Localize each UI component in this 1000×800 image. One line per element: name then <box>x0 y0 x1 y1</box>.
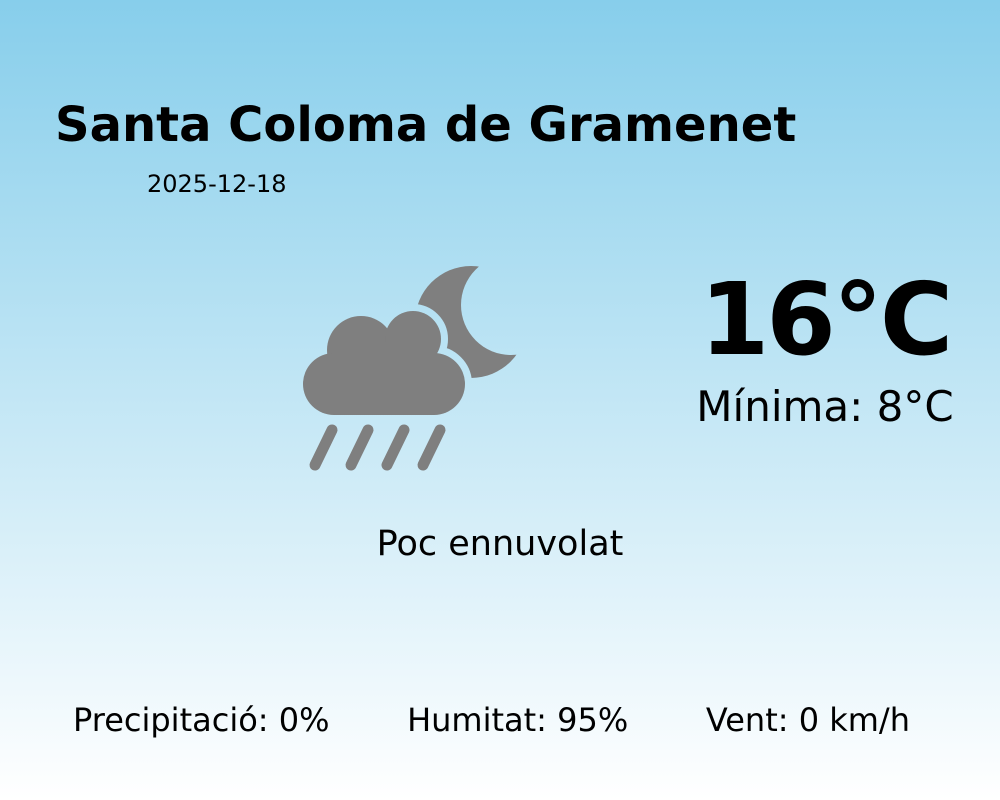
cloud-shape <box>303 311 465 415</box>
current-temperature: 16°C <box>699 261 954 378</box>
humidity-stat: Humitat: 95% <box>407 701 629 739</box>
date-label: 2025-12-18 <box>147 170 287 198</box>
condition-label: Poc ennuvolat <box>376 524 624 564</box>
rain-drops <box>309 424 446 471</box>
wind-stat: Vent: 0 km/h <box>705 701 910 739</box>
cloud-moon-rain-icon <box>295 255 535 475</box>
precipitation-stat: Precipitació: 0% <box>73 701 330 739</box>
moon-shape <box>415 266 527 378</box>
temperature-block: 16°C Mínima: 8°C <box>660 270 990 428</box>
location-title: Santa Coloma de Gramenet <box>55 97 797 153</box>
minimum-temperature: Mínima: 8°C <box>696 382 954 431</box>
stats-row: Precipitació: 0% Humitat: 95% Vent: 0 km… <box>73 704 910 736</box>
